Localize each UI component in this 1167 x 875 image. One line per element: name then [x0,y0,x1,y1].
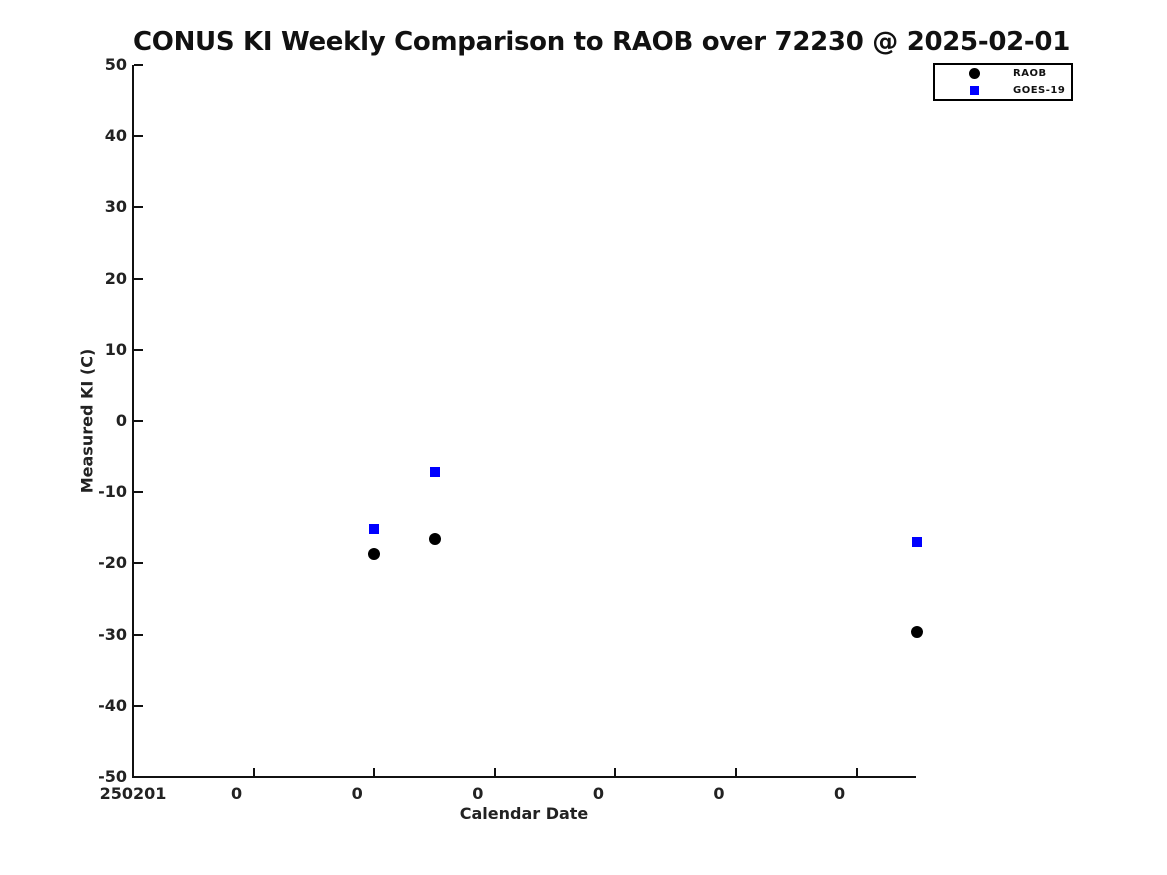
y-tick-label: -40 [98,695,127,715]
y-tick-label: -10 [98,482,127,502]
y-tick-mark [134,206,143,209]
x-tick-label: 250201 [99,784,167,803]
y-tick-mark [134,633,143,636]
data-point-raob [910,626,923,639]
y-tick-mark [134,135,143,138]
x-tick-label: 0 [713,784,725,803]
x-axis-label: Calendar Date [459,804,589,823]
x-tick-label: 0 [231,784,243,803]
legend-item-raob: RAOB [935,66,1071,81]
x-tick-mark [735,768,737,776]
data-point-goes-19 [369,524,380,535]
legend: RAOB GOES-19 [933,63,1073,101]
legend-label-goes19: GOES-19 [1013,85,1066,96]
x-tick-label: 0 [834,784,846,803]
goes19-square-marker-icon [969,86,979,95]
data-point-raob [428,533,441,546]
legend-marker-cell [935,86,1013,95]
y-tick-mark [134,562,143,565]
y-tick-mark [134,704,143,707]
y-axis-spine [132,65,134,778]
x-tick-label: 0 [592,784,604,803]
data-point-goes-19 [911,537,922,548]
y-tick-mark [134,776,143,778]
x-tick-mark [855,768,858,776]
x-tick-mark [493,768,496,776]
x-tick-mark [132,768,134,776]
data-point-raob [368,548,381,561]
y-tick-mark [134,491,143,494]
legend-item-goes19: GOES-19 [935,83,1071,98]
raob-circle-marker-icon [968,68,980,79]
x-tick-label: 0 [351,784,363,803]
y-tick-mark [134,420,143,422]
x-tick-mark [614,768,617,776]
chart-title: CONUS KI Weekly Comparison to RAOB over … [133,27,1070,57]
x-axis-spine [132,776,916,778]
y-tick-mark [134,348,143,351]
y-tick-label: 30 [104,197,127,217]
y-tick-label: -20 [98,553,127,573]
legend-label-raob: RAOB [1013,68,1047,79]
y-tick-label: 50 [104,55,127,74]
x-tick-mark [373,768,376,776]
y-tick-label: -50 [98,767,127,786]
y-tick-mark [134,277,143,280]
y-tick-label: 40 [104,126,127,146]
y-tick-label: 10 [104,339,127,359]
y-tick-label: 0 [115,411,127,430]
x-tick-label: 0 [472,784,484,803]
y-tick-label: 20 [104,268,127,288]
data-point-goes-19 [429,466,440,477]
y-tick-label: -30 [98,624,127,644]
legend-marker-cell [935,68,1013,79]
y-tick-mark [134,64,143,66]
x-tick-mark [252,768,255,776]
